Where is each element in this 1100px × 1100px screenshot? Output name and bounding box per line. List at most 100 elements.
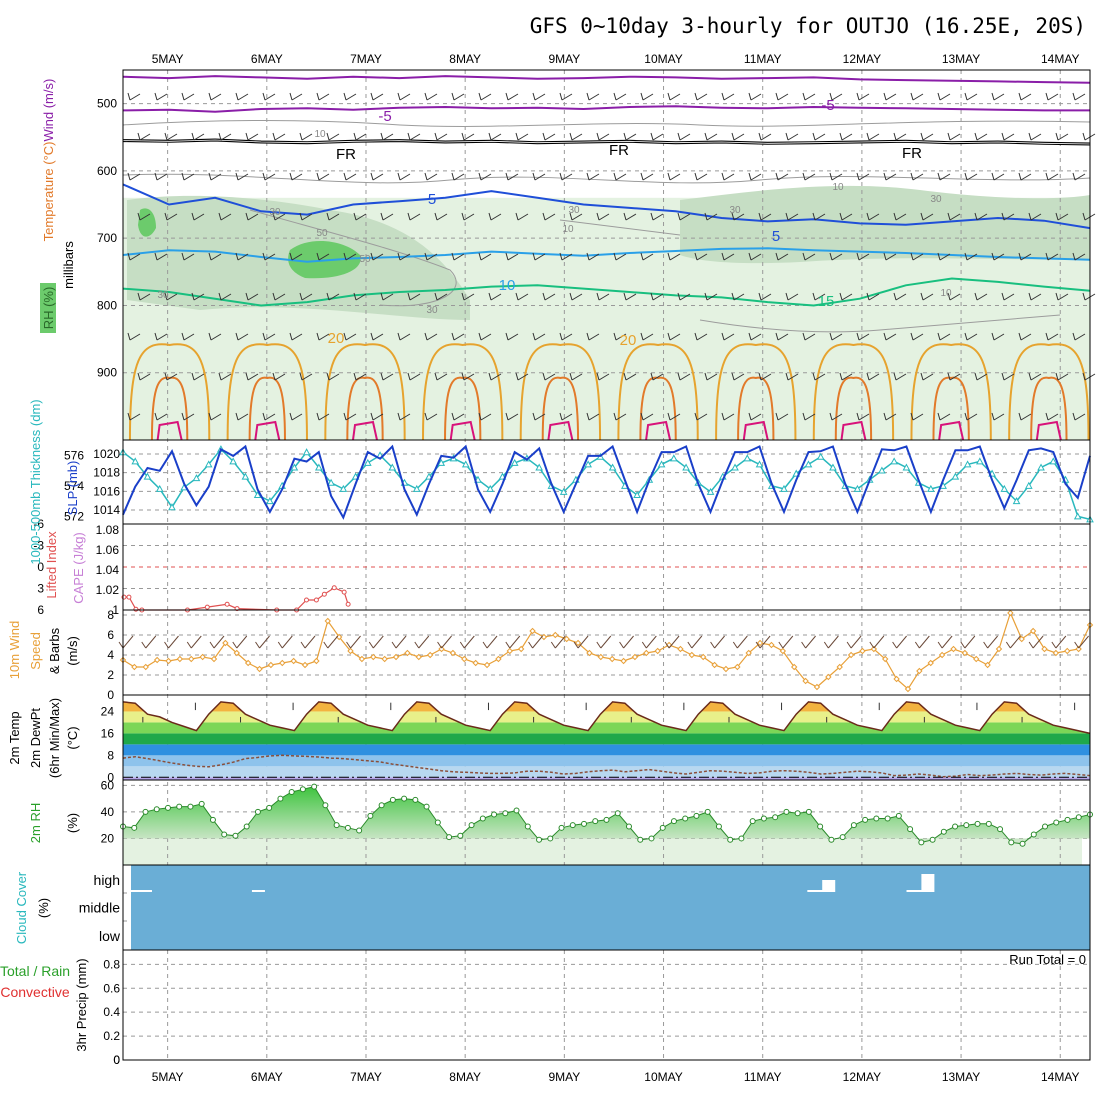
wind-barb xyxy=(343,172,357,181)
wind-barb xyxy=(218,292,232,301)
wind-barb xyxy=(245,292,259,301)
lifted-index-point xyxy=(341,589,347,595)
cloud-tick: middle xyxy=(79,900,120,916)
wind-barb xyxy=(1028,292,1042,301)
wind-barb xyxy=(839,212,853,221)
rh-area xyxy=(123,786,1090,844)
rh-point xyxy=(502,810,509,817)
temperature-contour-25 xyxy=(639,376,677,441)
temperature-contour-20 xyxy=(519,343,602,441)
thickness-point xyxy=(425,472,433,480)
wind-barb xyxy=(704,372,718,381)
rh-point xyxy=(536,836,543,843)
wind-barb xyxy=(667,92,681,101)
date-tick-bottom: 5MAY xyxy=(152,1070,184,1084)
wind-barb xyxy=(586,412,600,421)
wind-barb-10m xyxy=(1005,635,1021,649)
date-tick-top: 5MAY xyxy=(152,52,184,66)
wind-barb xyxy=(1045,332,1059,341)
wind-barb xyxy=(272,292,286,301)
wind-barb xyxy=(1001,292,1015,301)
slp-tick: 1014 xyxy=(93,503,120,517)
rh-point xyxy=(1042,823,1049,830)
rh-point xyxy=(558,824,565,831)
thickness-point xyxy=(143,472,152,480)
wind-barb xyxy=(785,132,799,141)
wind-barb xyxy=(569,132,583,141)
wind-speed-point xyxy=(131,663,138,671)
wind-speed-point xyxy=(392,653,400,661)
cloud-fill xyxy=(131,865,1090,950)
rh-point xyxy=(1075,814,1082,821)
rh-point xyxy=(862,816,869,823)
temp-band xyxy=(123,766,1090,778)
rh-point xyxy=(288,788,295,795)
wind-speed-point xyxy=(643,649,650,657)
wind-barb xyxy=(397,92,411,101)
rh-point xyxy=(423,803,430,810)
wind-barb xyxy=(505,252,519,261)
wind-speed-point xyxy=(404,649,411,657)
wind-barb xyxy=(893,372,907,381)
wind-barb-10m xyxy=(1051,635,1067,649)
pressure-tick: 700 xyxy=(97,231,117,245)
wind-speed-point xyxy=(1007,609,1014,617)
wind-tick: 2 xyxy=(107,668,114,682)
rh-point xyxy=(524,823,531,830)
wind-speed-point xyxy=(244,659,252,667)
wind-barb xyxy=(785,212,799,221)
wind-barb xyxy=(127,332,141,341)
thickness-point xyxy=(1049,457,1058,465)
wind-barb xyxy=(542,292,556,301)
thickness-point xyxy=(241,472,250,480)
wind-speed-point xyxy=(722,665,730,673)
wind-speed-point xyxy=(529,627,536,635)
wind-barb xyxy=(596,372,610,381)
wind-barb xyxy=(191,372,205,381)
wind-barb xyxy=(451,412,465,421)
wind-label-3: & Barbs xyxy=(47,627,62,674)
rh-point xyxy=(491,811,498,818)
wind-barb xyxy=(775,172,789,181)
slp-tick: 1018 xyxy=(93,466,120,480)
wind-barb xyxy=(289,252,303,261)
wind-barb xyxy=(802,92,816,101)
wind-barb xyxy=(829,252,843,261)
temp-label-4: (°C) xyxy=(65,726,80,749)
wind-barb xyxy=(424,92,438,101)
rh-point xyxy=(232,832,239,839)
wind-barb xyxy=(137,132,151,141)
temperature-contour-30 xyxy=(645,420,672,441)
wind-barb xyxy=(721,252,735,261)
wind-speed-point xyxy=(415,653,422,661)
wind-barb xyxy=(137,372,151,381)
wind-barb-10m xyxy=(778,635,794,649)
wind-barb xyxy=(947,132,961,141)
wind-barb xyxy=(154,92,168,101)
wind-barb xyxy=(694,252,708,261)
slp-tick: 1016 xyxy=(93,484,120,498)
wind-barb xyxy=(802,172,816,181)
contour-label: 5 xyxy=(428,191,436,208)
wind-barb xyxy=(370,412,384,421)
wind-barb xyxy=(856,92,870,101)
thickness-point xyxy=(829,463,837,471)
date-tick-top: 11MAY xyxy=(744,52,782,66)
rh-point xyxy=(311,783,318,790)
wind-barb xyxy=(667,252,681,261)
wind-barb xyxy=(1045,92,1059,101)
cloud-unit-label: (%) xyxy=(36,898,51,918)
rh-point xyxy=(760,815,767,822)
wind-barb xyxy=(920,372,934,381)
wind-barb xyxy=(748,412,762,421)
thickness-point xyxy=(780,484,788,492)
wind-barb-10m xyxy=(209,635,225,649)
wind-speed-point xyxy=(813,683,821,691)
wind-barb xyxy=(326,292,340,301)
wind-barb xyxy=(775,332,789,341)
wind-barb-10m xyxy=(596,635,612,649)
wind-barb xyxy=(181,172,195,181)
wind-barb xyxy=(289,412,303,421)
wind-barb xyxy=(380,212,394,221)
wind-barb xyxy=(650,372,664,381)
